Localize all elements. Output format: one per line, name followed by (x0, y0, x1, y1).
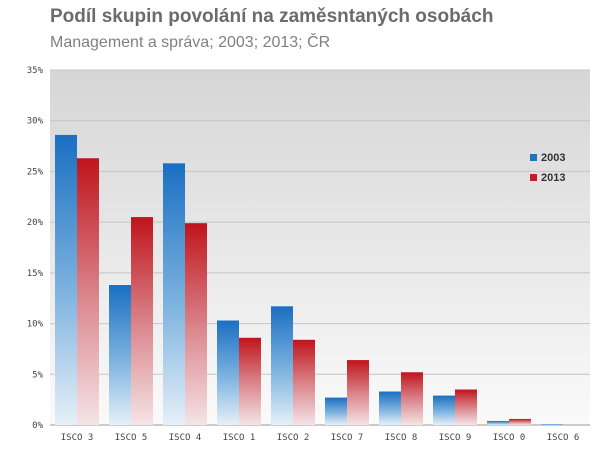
bar-2003-isco-4 (163, 163, 185, 426)
y-tick-label: 20% (27, 218, 44, 228)
legend-label: 2013 (541, 172, 565, 184)
bar-2013-isco-0 (509, 418, 531, 425)
bar-2003-isco-9 (433, 395, 455, 425)
bar-2013-isco-2 (293, 339, 315, 425)
x-tick-label: ISCO 6 (547, 433, 580, 443)
bar-2003-isco-7 (325, 397, 347, 425)
bar-2003-isco-8 (379, 391, 401, 425)
y-tick-label: 25% (27, 167, 44, 177)
chart-subtitle: Management a správa; 2003; 2013; ČR (50, 34, 331, 51)
x-tick-label: ISCO 7 (331, 433, 364, 443)
bar-2003-isco-5 (109, 285, 131, 425)
bar-2003-isco-0 (487, 420, 509, 425)
bar-2003-isco-1 (217, 320, 239, 425)
x-tick-label: ISCO 5 (115, 433, 148, 443)
bar-2003-isco-2 (271, 306, 293, 425)
x-tick-label: ISCO 3 (61, 433, 94, 443)
legend-swatch (530, 154, 537, 161)
chart-title: Podíl skupin povolání na zaměsntaných os… (50, 6, 494, 27)
y-tick-label: 0% (32, 421, 43, 431)
x-tick-label: ISCO 0 (493, 433, 526, 443)
bar-2013-isco-1 (239, 337, 261, 425)
bar-2013-isco-8 (401, 372, 423, 425)
x-tick-label: ISCO 1 (223, 433, 256, 443)
bar-2013-isco-4 (185, 223, 207, 425)
x-tick-label: ISCO 4 (169, 433, 202, 443)
y-tick-label: 35% (27, 66, 44, 76)
bar-2013-isco-3 (77, 158, 99, 425)
y-tick-label: 30% (27, 117, 44, 127)
y-tick-label: 10% (27, 320, 44, 330)
y-tick-label: 5% (32, 370, 43, 380)
bar-2013-isco-9 (455, 389, 477, 425)
legend: 2003 2013 (530, 152, 565, 184)
x-axis: ISCO 3 ISCO 5 ISCO 4 ISCO 1 ISCO 2 ISCO 7 ISCO… (61, 433, 580, 443)
bar-2013-isco-5 (131, 217, 153, 425)
x-tick-label: ISCO 2 (277, 433, 310, 443)
legend-label: 2003 (541, 152, 565, 164)
bars (55, 134, 563, 426)
y-axis: 0% 5% 10% 15% 20% 25% 30% 35% (27, 66, 44, 431)
y-tick-label: 15% (27, 269, 44, 279)
bar-2013-isco-7 (347, 360, 369, 425)
legend-swatch (530, 174, 537, 181)
x-tick-label: ISCO 8 (385, 433, 418, 443)
bar-2003-isco-6 (541, 423, 563, 425)
bar-2003-isco-3 (55, 134, 77, 425)
x-tick-label: ISCO 9 (439, 433, 472, 443)
